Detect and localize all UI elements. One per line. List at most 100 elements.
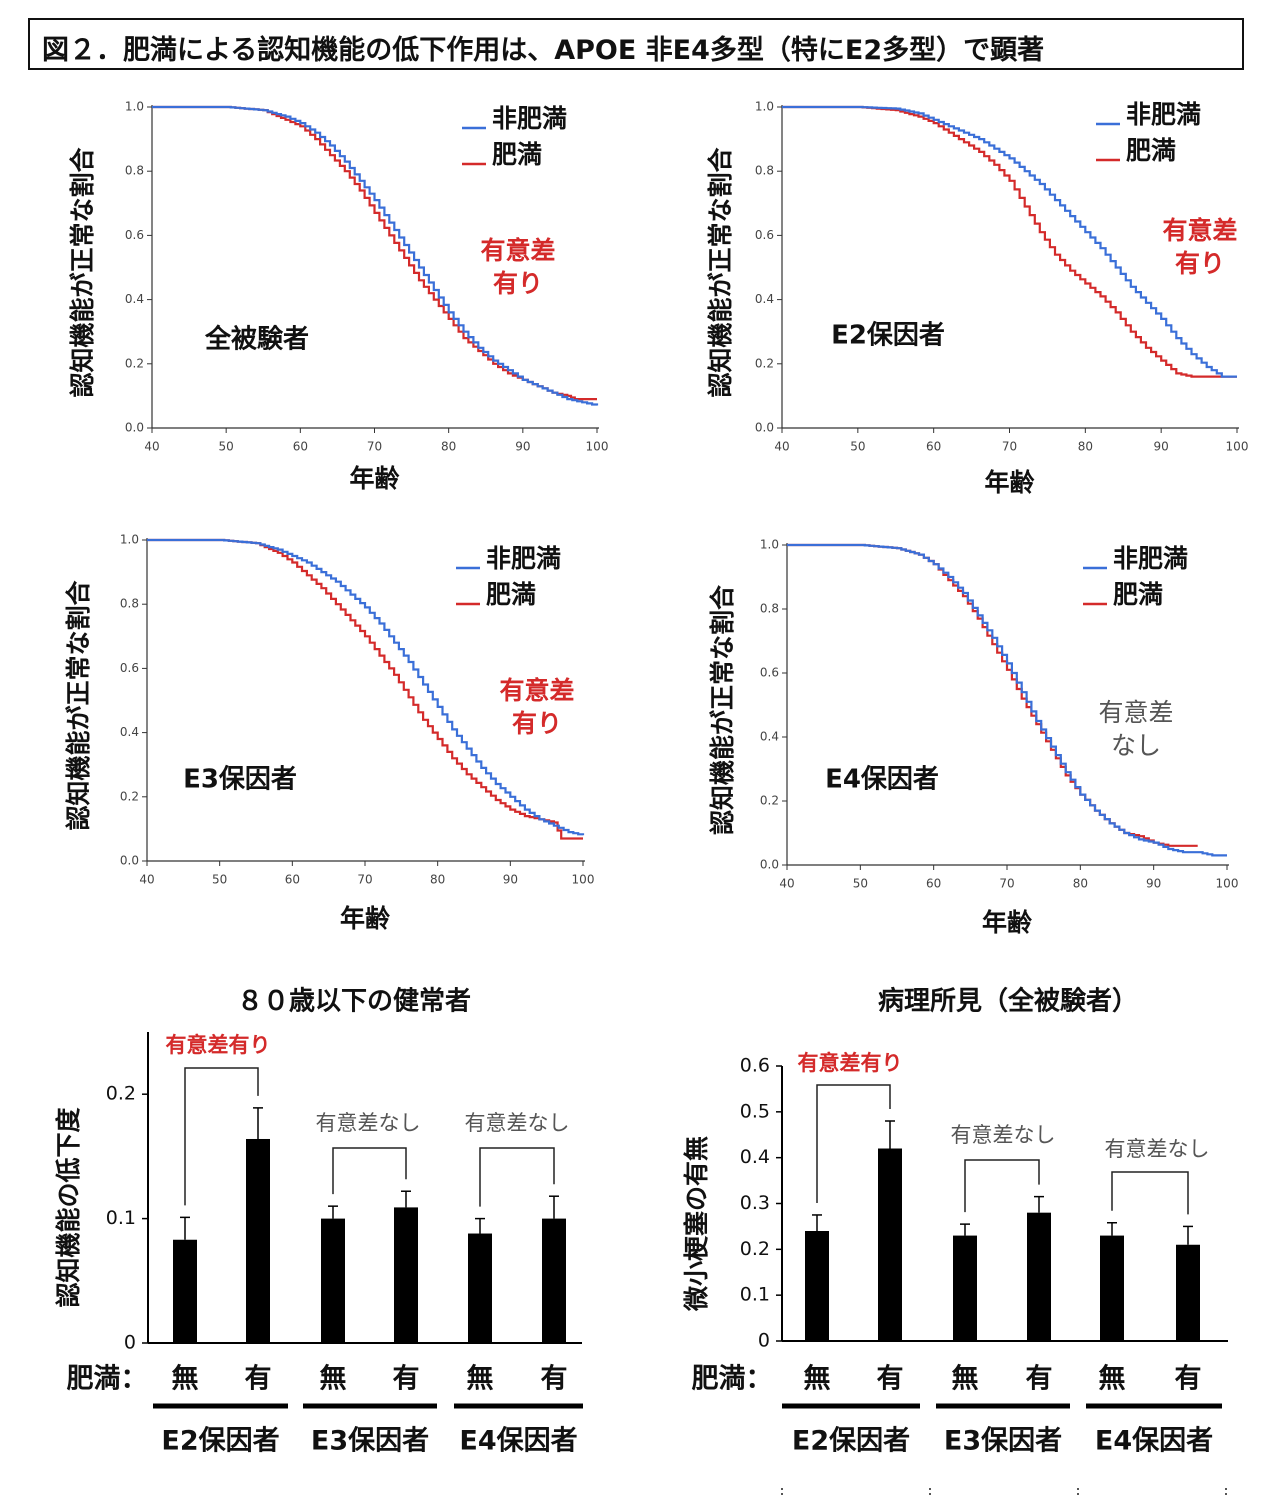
comparison-label: 有意差なし xyxy=(951,1123,1056,1147)
y-tick-label: 0.2 xyxy=(760,794,779,808)
x-tick-label: 60 xyxy=(285,873,300,887)
x-tick-label: 100 xyxy=(1226,440,1249,454)
x-axis-label: 年齢 xyxy=(340,904,390,933)
survival-chart-3: 0.0 0.2 0.4 0.6 0.8 1.0 40 50 60 70 80 90 100 年齢 認知機能が… xyxy=(64,533,594,934)
x-tick-label: 40 xyxy=(144,440,159,454)
bar xyxy=(173,1239,197,1343)
series-line-non-obese xyxy=(152,105,599,406)
y-tick-label: 0.5 xyxy=(740,1100,770,1122)
obesity-label: 肥満： xyxy=(67,1364,148,1395)
legend-label: 非肥満 xyxy=(486,544,561,573)
y-tick-label: 0.3 xyxy=(740,1192,770,1214)
y-axis-label: 認知機能が正常な割合 xyxy=(706,147,735,398)
y-tick-label: 1.0 xyxy=(125,100,144,114)
x-tick-label: 90 xyxy=(503,873,518,887)
y-tick-label: 0.2 xyxy=(125,356,144,370)
y-tick-label: 0 xyxy=(124,1332,136,1354)
bar xyxy=(246,1138,270,1343)
x-axis-label: 年齢 xyxy=(349,464,399,493)
y-tick-label: 0.4 xyxy=(760,730,779,744)
comparison-label: 有意差有り xyxy=(798,1051,903,1075)
group-label: E4保因者 xyxy=(1095,1426,1213,1457)
category-label: 有 xyxy=(393,1364,420,1395)
x-axis-label: 年齢 xyxy=(982,908,1032,937)
bar xyxy=(878,1148,902,1341)
bar xyxy=(1176,1244,1200,1341)
category-label: 無 xyxy=(320,1364,347,1395)
bar xyxy=(542,1218,566,1343)
group-label: E4保因者 xyxy=(459,1426,577,1457)
bar xyxy=(468,1233,492,1343)
y-tick-label: 0.2 xyxy=(740,1238,770,1260)
group-label: E3保因者 xyxy=(944,1426,1062,1457)
y-axis-label: 認知機能が正常な割合 xyxy=(64,580,93,831)
bar xyxy=(805,1231,829,1341)
comparison-label: 有意差なし xyxy=(1105,1137,1210,1161)
y-tick-label: 0.2 xyxy=(120,789,139,803)
comparison-bracket xyxy=(184,1067,259,1206)
category-label: 有 xyxy=(541,1364,568,1395)
y-tick-label: 0.4 xyxy=(125,292,144,306)
legend-label: 肥満 xyxy=(492,140,542,169)
x-tick-label: 70 xyxy=(357,873,372,887)
x-tick-label: 100 xyxy=(586,440,609,454)
y-axis-label: 認知機能が正常な割合 xyxy=(68,147,97,398)
series-line-non-obese xyxy=(787,543,1227,857)
x-tick-label: 70 xyxy=(999,877,1014,891)
survival-chart-1: 0.0 0.2 0.4 0.6 0.8 1.0 40 50 60 70 80 90 100 年齢 認知機能が… xyxy=(68,100,608,494)
x-tick-label: 50 xyxy=(212,873,227,887)
x-tick-label: 80 xyxy=(1073,877,1088,891)
category-label: 無 xyxy=(172,1364,199,1395)
group-label: E2保因者 xyxy=(161,1426,279,1457)
category-label: 無 xyxy=(1099,1364,1126,1395)
y-tick-label: 0.8 xyxy=(760,602,779,616)
category-label: 有 xyxy=(1175,1364,1202,1395)
x-tick-label: 40 xyxy=(779,877,794,891)
x-tick-label: 80 xyxy=(430,873,445,887)
x-axis-label: 年齢 xyxy=(984,468,1034,497)
y-tick-label: 0.1 xyxy=(106,1207,136,1229)
x-tick-label: 90 xyxy=(515,440,530,454)
significance-annotation: 有意差 xyxy=(1162,216,1237,245)
legend-label: 非肥満 xyxy=(492,104,567,133)
survival-chart-2: 0.0 0.2 0.4 0.6 0.8 1.0 40 50 60 70 80 90 100 年齢 認知機能が… xyxy=(706,100,1248,498)
x-tick-label: 90 xyxy=(1154,440,1169,454)
x-tick-label: 60 xyxy=(293,440,308,454)
y-tick-label: 1.0 xyxy=(120,533,139,547)
y-tick-label: 0.6 xyxy=(740,1055,770,1077)
y-tick-label: 1.0 xyxy=(760,538,779,552)
y-tick-label: 0.2 xyxy=(106,1083,136,1105)
group-label: E2保因者 xyxy=(792,1426,910,1457)
x-tick-label: 80 xyxy=(1078,440,1093,454)
category-label: 無 xyxy=(804,1364,831,1395)
y-tick-label: 0.4 xyxy=(740,1146,770,1168)
x-tick-label: 80 xyxy=(441,440,456,454)
category-label: 無 xyxy=(467,1364,494,1395)
x-tick-label: 90 xyxy=(1146,877,1161,891)
x-tick-label: 70 xyxy=(367,440,382,454)
y-tick-label: 0.4 xyxy=(755,292,774,306)
y-tick-label: 0.0 xyxy=(755,421,774,435)
y-tick-label: 0 xyxy=(758,1330,770,1352)
x-tick-label: 60 xyxy=(926,877,941,891)
significance-annotation: 有意差 xyxy=(480,236,555,265)
x-tick-label: 50 xyxy=(850,440,865,454)
legend-label: 肥満 xyxy=(1126,136,1176,165)
x-tick-label: 100 xyxy=(1216,877,1239,891)
bar xyxy=(1027,1212,1051,1341)
significance-annotation: 有意差 xyxy=(499,676,574,705)
y-tick-label: 0.8 xyxy=(125,164,144,178)
chart-title: 病理所見（全被験者） xyxy=(878,986,1138,1017)
x-tick-label: 40 xyxy=(774,440,789,454)
y-tick-label: 0.0 xyxy=(120,854,139,868)
x-tick-label: 60 xyxy=(926,440,941,454)
comparison-bracket xyxy=(964,1159,1040,1213)
y-axis-label: 認知機能の低下度 xyxy=(54,1107,83,1307)
legend-label: 非肥満 xyxy=(1126,100,1201,129)
comparison-bracket xyxy=(332,1147,407,1195)
figure-title-box: 図２．肥満による認知機能の低下作用は、APOE 非E4多型（特にE2多型）で顕著 xyxy=(28,18,1244,70)
survival-chart-4: 0.0 0.2 0.4 0.6 0.8 1.0 40 50 60 70 80 90 100 年齢 認知機能が… xyxy=(708,538,1238,938)
